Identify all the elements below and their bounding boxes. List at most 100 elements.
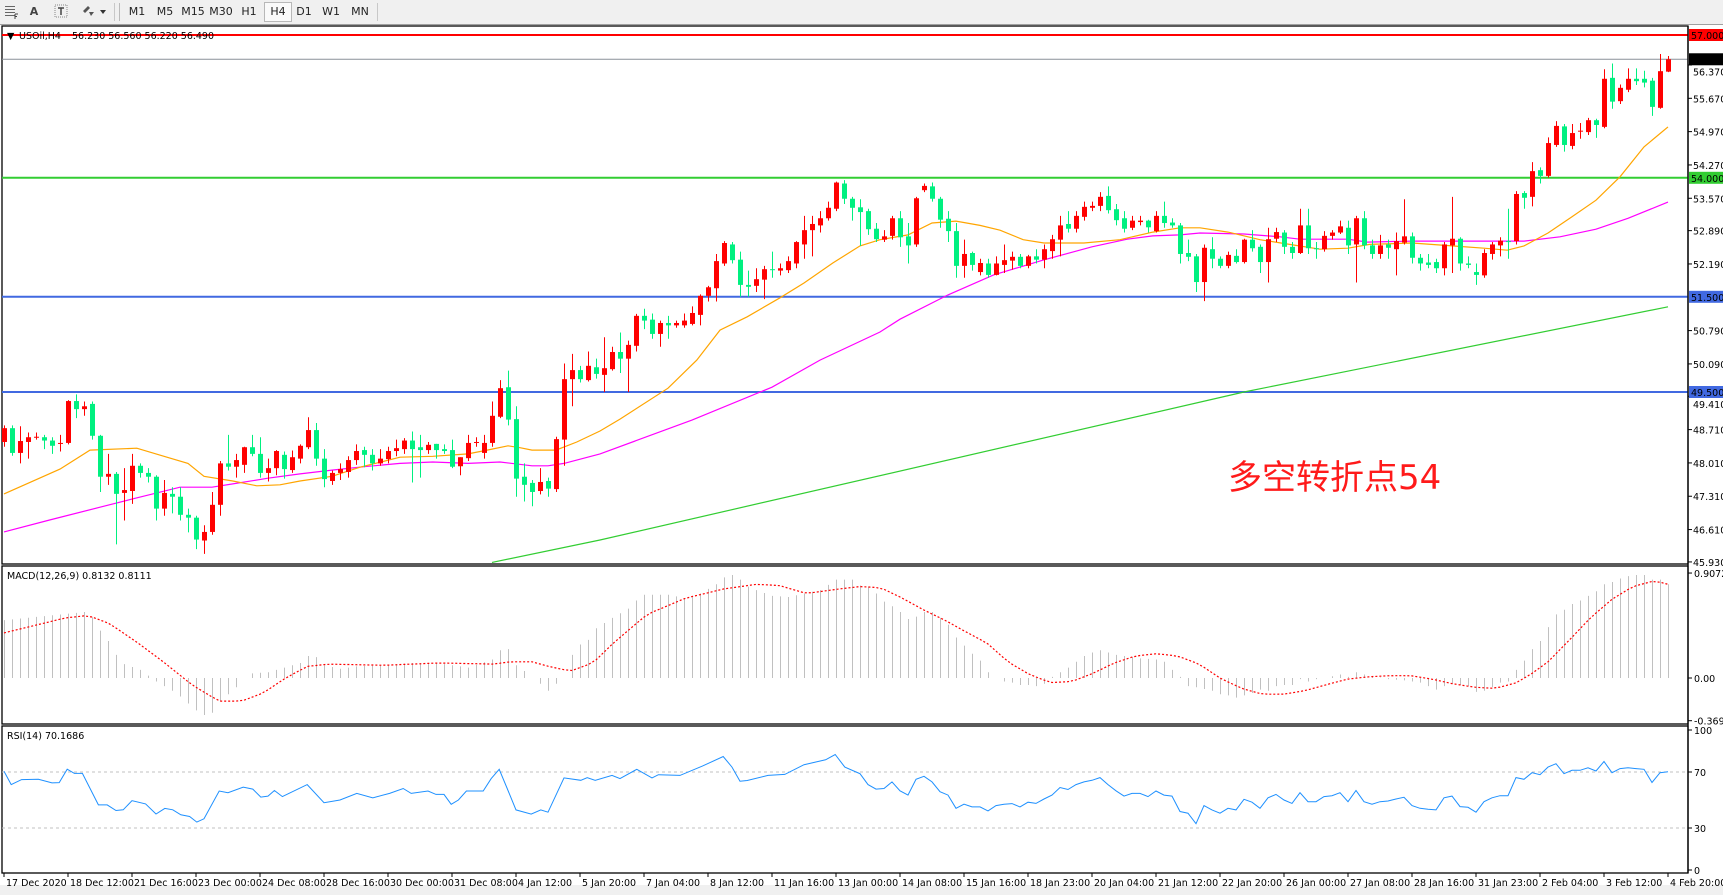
timeframe-h4[interactable]: H4 (264, 2, 292, 22)
timeframe-d1[interactable]: D1 (296, 5, 312, 18)
candle-body (1306, 225, 1311, 249)
candle (1458, 237, 1463, 271)
timeframe-m5[interactable]: M5 (156, 5, 174, 18)
symbol-collapse-icon[interactable]: ▼ (7, 31, 15, 42)
candle-body (530, 482, 535, 492)
timeframe-h1[interactable]: H1 (241, 5, 257, 18)
candle (1490, 242, 1495, 260)
candle-body (1666, 59, 1671, 72)
candle (370, 449, 375, 471)
candle (378, 449, 383, 466)
timeframe-m30[interactable]: M30 (209, 5, 233, 18)
candle (394, 439, 399, 457)
candle (1258, 244, 1263, 273)
candle-body (938, 198, 943, 220)
candle (562, 363, 567, 466)
candle-body (66, 401, 71, 443)
text-box-icon[interactable] (53, 3, 69, 20)
candle-body (1650, 80, 1655, 107)
time-axis-label: 20 Jan 04:00 (1094, 878, 1154, 889)
grid-properties-icon[interactable] (4, 3, 20, 20)
level-price-label-box (1689, 171, 1723, 184)
timeframe-w1[interactable]: W1 (322, 5, 340, 18)
arrows-icon[interactable] (80, 3, 108, 20)
candle (282, 451, 287, 479)
candle-body (986, 263, 991, 275)
candle (914, 196, 919, 247)
candle (498, 380, 503, 419)
timeframe-m15[interactable]: M15 (181, 5, 205, 18)
candle-body (210, 504, 215, 532)
candle-body (1162, 215, 1167, 224)
candle (66, 400, 71, 445)
candle-body (1466, 263, 1471, 265)
candle (618, 332, 623, 373)
candle (1466, 256, 1471, 269)
candle-body (1290, 246, 1295, 254)
rsi-pane[interactable] (2, 753, 1688, 829)
candle-body (490, 415, 495, 443)
candle (386, 446, 391, 464)
candle (826, 201, 831, 221)
text-label-icon[interactable]: A (29, 5, 39, 18)
candle (890, 215, 895, 240)
candle (1018, 253, 1023, 269)
candle-body (1642, 78, 1647, 83)
candle (746, 270, 751, 297)
candle (1418, 253, 1423, 271)
candle-body (650, 319, 655, 334)
candle-body (906, 236, 911, 246)
candle-body (162, 492, 167, 509)
candle-body (1658, 71, 1663, 108)
candle-body (1106, 195, 1111, 211)
candle (850, 196, 855, 221)
candle-body (762, 269, 767, 280)
candle (1586, 117, 1591, 135)
candle (1170, 218, 1175, 228)
price-axis-label: 46.610 (1693, 526, 1723, 537)
candle (1058, 215, 1063, 257)
candle-body (1018, 256, 1023, 266)
candle (1338, 220, 1343, 234)
candle (1530, 162, 1535, 207)
candle (1570, 124, 1575, 150)
candle (1274, 227, 1279, 243)
price-axis-label: 52.190 (1693, 260, 1723, 271)
time-axis-label: 31 Dec 08:00 (454, 878, 518, 889)
candle-body (1386, 244, 1391, 248)
candle (602, 337, 607, 392)
candle (346, 456, 351, 478)
candle-body (34, 436, 39, 438)
candle-body (1146, 220, 1151, 228)
candle-body (1098, 196, 1103, 206)
candle-body (1298, 225, 1303, 254)
candle (754, 268, 759, 293)
price-pane[interactable] (2, 34, 1688, 563)
candle-body (122, 490, 127, 493)
candle (1634, 68, 1639, 85)
candle-body (882, 236, 887, 240)
candle-body (1130, 220, 1135, 228)
macd-pane[interactable] (3, 575, 1669, 716)
candle (1330, 230, 1335, 240)
candle-body (1266, 239, 1271, 263)
chart-annotation-text[interactable]: 多空转折点54 (1228, 458, 1442, 498)
candle-body (1634, 78, 1639, 82)
timeframe-m1[interactable]: M1 (128, 5, 146, 18)
candle-body (1594, 120, 1599, 125)
time-axis-label: 2 Feb 04:00 (1542, 878, 1598, 889)
candle-body (1282, 232, 1287, 247)
candle (594, 358, 599, 379)
candle-body (586, 365, 591, 381)
candle (122, 468, 127, 521)
candle-body (458, 457, 463, 467)
candle (818, 211, 823, 233)
timeframe-mn[interactable]: MN (351, 5, 369, 18)
time-axis-label: 4 Jan 12:00 (518, 878, 572, 889)
candle-body (1618, 87, 1623, 102)
candle (802, 215, 807, 259)
candle-body (802, 230, 807, 245)
level-price-label: 54.000 (1691, 174, 1723, 185)
toolbar-grip[interactable] (119, 3, 120, 21)
